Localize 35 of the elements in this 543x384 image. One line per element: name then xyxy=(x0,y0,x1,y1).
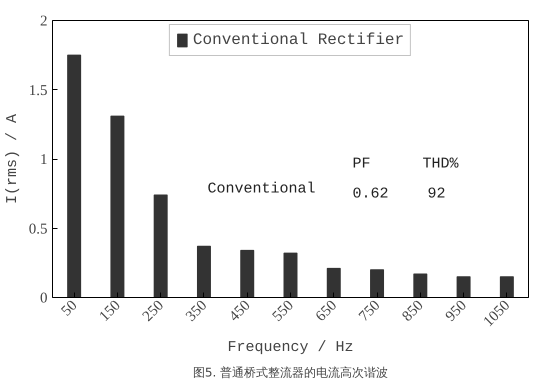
annotation: Conventional xyxy=(208,180,316,198)
y-tick-label: 1 xyxy=(40,152,48,168)
x-tick-label: 150 xyxy=(96,298,124,325)
x-axis-title: Frequency / Hz xyxy=(227,338,354,356)
x-tick-label: 850 xyxy=(399,298,427,325)
bar xyxy=(370,269,384,298)
bar xyxy=(413,273,428,298)
legend-label: Conventional Rectifier xyxy=(192,31,404,49)
x-tick-label: 650 xyxy=(312,298,340,325)
x-tick-label: 450 xyxy=(226,298,254,325)
y-tick-label: 0.5 xyxy=(28,221,48,238)
bar xyxy=(67,54,82,298)
bar xyxy=(196,246,211,298)
annotation: PF xyxy=(352,156,371,172)
y-tick-label: 2 xyxy=(40,14,48,30)
x-tick-label: 950 xyxy=(442,298,470,325)
annotation: 0.62 xyxy=(352,186,389,202)
x-tick-label: 550 xyxy=(270,298,297,325)
bar xyxy=(500,276,514,298)
x-tick-label: 750 xyxy=(356,298,384,325)
bar xyxy=(110,116,124,298)
y-tick-label: 0 xyxy=(40,290,48,306)
x-tick-label: 350 xyxy=(183,298,210,325)
bar xyxy=(284,252,298,298)
annotation: THD% xyxy=(422,156,460,172)
bar xyxy=(456,276,471,298)
annotation: 92 xyxy=(428,186,446,202)
bar xyxy=(240,250,254,298)
y-axis-title: I(rms) / A xyxy=(4,114,21,204)
y-tick-label: 1.5 xyxy=(28,82,48,99)
bar xyxy=(154,194,168,298)
x-tick-label: 250 xyxy=(140,298,168,325)
x-tick-label: 50 xyxy=(58,298,80,320)
bar xyxy=(326,268,341,298)
text: 图5. 普通桥式整流器的电流高次谐波 xyxy=(192,366,388,380)
